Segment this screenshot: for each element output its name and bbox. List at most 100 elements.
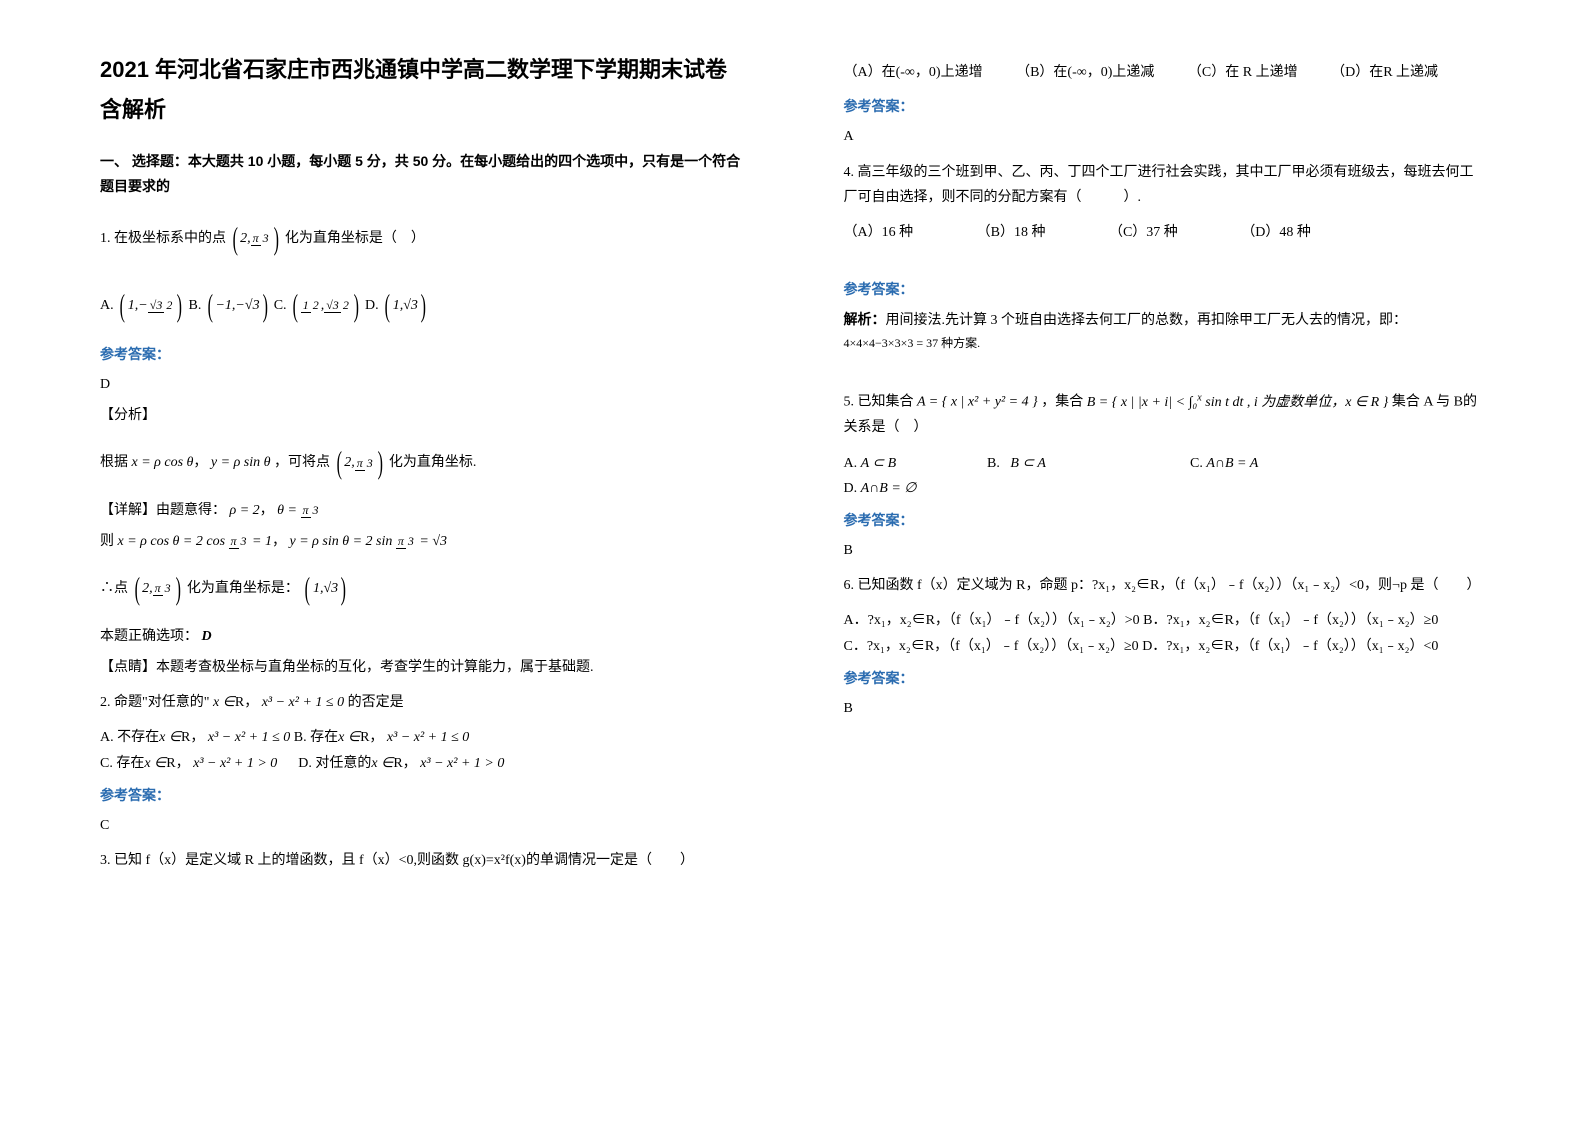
q1-formula-y: y = ρ sin θ — [211, 455, 271, 470]
q2-end: 的否定是 — [348, 695, 404, 710]
q1-answer-label: 参考答案： — [100, 343, 744, 368]
q1-conclude-suffix: 化为直角坐标是： — [187, 581, 299, 596]
q2-optb-expr: x³ − x² + 1 ≤ 0 — [387, 730, 469, 745]
q1-opt-c: C. (12,√32) — [274, 298, 362, 313]
q5-opts-row2: D. A∩B = ∅ — [844, 476, 1488, 501]
q5-optb: B. B ⊂ A — [987, 451, 1127, 476]
q6-answer: B — [844, 696, 1488, 721]
q5-stem-pre: 5. 已知集合 — [844, 395, 914, 410]
q5-opts-row1: A. A ⊂ B B. B ⊂ A C. A∩B = A — [844, 451, 1488, 476]
q2-xr: x ∈ — [213, 695, 235, 710]
q5-opta-math: A ⊂ B — [861, 456, 897, 471]
q1-stem-prefix: 1. 在极坐标系中的点 — [100, 231, 226, 246]
q2-expr: x³ − x² + 1 ≤ 0 — [262, 695, 344, 710]
q1-calc-y: y = ρ sin θ = 2 sin π3 = √3 — [290, 534, 448, 549]
q6-optd: D．?x₁，x₂∈R，（f（x₁）﹣f（x₂））（x₁﹣x₂）<0 — [1142, 639, 1438, 654]
q6-answer-label: 参考答案： — [844, 667, 1488, 692]
q2-optc-expr: x³ − x² + 1 > 0 — [193, 756, 277, 771]
left-column: 2021 年河北省石家庄市西兆通镇中学高二数学理下学期期末试卷含解析 一、 选择… — [0, 0, 794, 1122]
q1-formula-x: x = ρ cos θ — [132, 455, 194, 470]
q5-optc-math: A∩B = A — [1206, 456, 1258, 471]
q6-optb: B．?x₁，x₂∈R，（f（x₁）﹣f（x₂））（x₁﹣x₂）≥0 — [1143, 613, 1438, 628]
q5-optd-label: D. — [844, 481, 861, 496]
q5-opta: A. A ⊂ B — [844, 451, 984, 476]
q3-options: （A）在(-∞，0)上递增 （B）在(-∞，0)上递减 （C）在 R 上递增 （… — [844, 60, 1488, 85]
right-column: （A）在(-∞，0)上递增 （B）在(-∞，0)上递减 （C）在 R 上递增 （… — [794, 0, 1587, 1122]
q1-options: A. (1,−√32) B. (−1,−√3) C. (12,√32) D. (… — [100, 277, 744, 335]
q6-row2: C．?x₁，x₂∈R，（f（x₁）﹣f（x₂））（x₁﹣x₂）≥0 D．?x₁，… — [844, 634, 1488, 659]
q2-opta-math: x ∈ — [159, 730, 181, 745]
q4-optc: （C）37 种 — [1109, 225, 1178, 240]
q2-opts-row2: C. 存在x ∈R， x³ − x² + 1 > 0 D. 对任意的x ∈R， … — [100, 751, 744, 776]
q1-theta: θ = π3 — [277, 503, 320, 518]
q5-optd-math: A∩B = ∅ — [861, 481, 917, 496]
q1-correct-label: 本题正确选项： — [100, 629, 198, 644]
q1-calc-x: x = ρ cos θ = 2 cos π3 = 1 — [118, 534, 273, 549]
q1-rho: ρ = 2 — [230, 503, 260, 518]
q4-solution-text: 用间接法.先计算 3 个班自由选择去何工厂的总数，再扣除甲工厂无人去的情况，即： — [886, 313, 1408, 328]
q5-optb-math: B ⊂ A — [1010, 456, 1046, 471]
question-5: 5. 已知集合 A = { x | x² + y² = 4 } ，集合 B = … — [844, 389, 1488, 440]
q1-opt-b: B. (−1,−√3) — [188, 298, 270, 313]
q1-calc: 则 x = ρ cos θ = 2 cos π3 = 1， y = ρ sin … — [100, 529, 744, 554]
q1-detail: 【详解】由题意得： ρ = 2， θ = π3 — [100, 498, 744, 523]
q5-optc-label: C. — [1190, 456, 1206, 471]
q1-answer: D — [100, 372, 744, 397]
q2-opts-row1: A. 不存在x ∈R， x³ − x² + 1 ≤ 0 B. 存在x ∈R， x… — [100, 725, 744, 750]
q1-correct-val: D — [202, 629, 212, 644]
q6-optc: C．?x₁，x₂∈R，（f（x₁）﹣f（x₂））（x₁﹣x₂）≥0 — [844, 639, 1139, 654]
q5-stem-mid: ，集合 — [1041, 395, 1083, 410]
q1-then: 则 — [100, 534, 114, 549]
q4-options: （A）16 种 （B）18 种 （C）37 种 （D）48 种 — [844, 220, 1488, 245]
question-6: 6. 已知函数 f（x）定义域为 R，命题 p：?x₁，x₂∈R，（f（x₁）﹣… — [844, 573, 1488, 598]
q2-stem: 2. 命题"对任意的" — [100, 695, 209, 710]
q1-detail-label: 【详解】由题意得： — [100, 503, 226, 518]
q1-analysis: 根据 x = ρ cos θ， y = ρ sin θ ，可将点 (2,π3) … — [100, 434, 744, 492]
q6-row1: A．?x₁，x₂∈R，（f（x₁）﹣f（x₂））（x₁﹣x₂）>0 B．?x₁，… — [844, 608, 1488, 633]
q4-optb: （B）18 种 — [977, 225, 1046, 240]
q4-solution: 解析：用间接法.先计算 3 个班自由选择去何工厂的总数，再扣除甲工厂无人去的情况… — [844, 308, 1488, 333]
q1-result: (1,√3) — [302, 560, 349, 618]
q1-opt-a: A. (1,−√32) — [100, 298, 185, 313]
q2-optc-math: x ∈ — [144, 756, 166, 771]
q4-solution-prefix: 解析： — [844, 313, 886, 328]
q2-optd-math: x ∈ — [371, 756, 393, 771]
q3-opta: （A）在(-∞，0)上递增 — [844, 60, 983, 85]
q2-mid: ， — [244, 695, 258, 710]
q2-opta-expr: x³ − x² + 1 ≤ 0 — [208, 730, 290, 745]
q1-correct: 本题正确选项： D — [100, 624, 744, 649]
q5-opta-label: A. — [844, 456, 861, 471]
q3-answer: A — [844, 124, 1488, 149]
q2-optd-expr: x³ − x² + 1 > 0 — [420, 756, 504, 771]
q4-opta: （A）16 种 — [844, 225, 914, 240]
q3-answer-label: 参考答案： — [844, 95, 1488, 120]
question-1: 1. 在极坐标系中的点 (2,π3) 化为直角坐标是（ ） — [100, 210, 744, 268]
q1-conclude-prefix: ∴点 — [100, 581, 128, 596]
q1-analysis-suffix: 化为直角坐标. — [389, 455, 477, 470]
q2-optb-pre: B. 存在 — [294, 730, 338, 745]
q1-stem-suffix: 化为直角坐标是（ ） — [285, 231, 425, 246]
q1-analysis-prefix: 根据 — [100, 455, 128, 470]
q4-calc: 4×4×4−3×3×3 = 37 种方案. — [844, 333, 1488, 355]
q2-optc-pre: C. 存在 — [100, 756, 144, 771]
q1-opt-d: D. (1,√3) — [365, 298, 429, 313]
q6-opta: A．?x₁，x₂∈R，（f（x₁）﹣f（x₂））（x₁﹣x₂）>0 — [844, 613, 1140, 628]
q3-optc: （C）在 R 上递增 — [1188, 60, 1298, 85]
q2-answer-label: 参考答案： — [100, 784, 744, 809]
q3-optd: （D）在R 上递减 — [1331, 60, 1438, 85]
q5-optb-label: B. — [987, 456, 1003, 471]
q1-analysis-label: 【分析】 — [100, 403, 744, 428]
question-2: 2. 命题"对任意的" x ∈R， x³ − x² + 1 ≤ 0 的否定是 — [100, 690, 744, 715]
q2-optb-math: x ∈ — [338, 730, 360, 745]
q1-point-3: (2,π3) — [132, 560, 184, 618]
q4-answer-label: 参考答案： — [844, 278, 1488, 303]
q3-optb: （B）在(-∞，0)上递减 — [1016, 60, 1154, 85]
question-4: 4. 高三年级的三个班到甲、乙、丙、丁四个工厂进行社会实践，其中工厂甲必须有班级… — [844, 160, 1488, 210]
q5-answer-label: 参考答案： — [844, 509, 1488, 534]
section-1-header: 一、 选择题：本大题共 10 小题，每小题 5 分，共 50 分。在每小题给出的… — [100, 149, 744, 199]
q2-opta-pre: A. 不存在 — [100, 730, 159, 745]
question-3: 3. 已知 f（x）是定义域 R 上的增函数，且 f（x）<0,则函数 g(x)… — [100, 848, 744, 873]
exam-title: 2021 年河北省石家庄市西兆通镇中学高二数学理下学期期末试卷含解析 — [100, 50, 744, 129]
q5-set-b: B = { x | |x + i| < ∫₀x sin t dt , i 为虚数… — [1087, 395, 1389, 410]
q1-point-2: (2,π3) — [334, 434, 386, 492]
